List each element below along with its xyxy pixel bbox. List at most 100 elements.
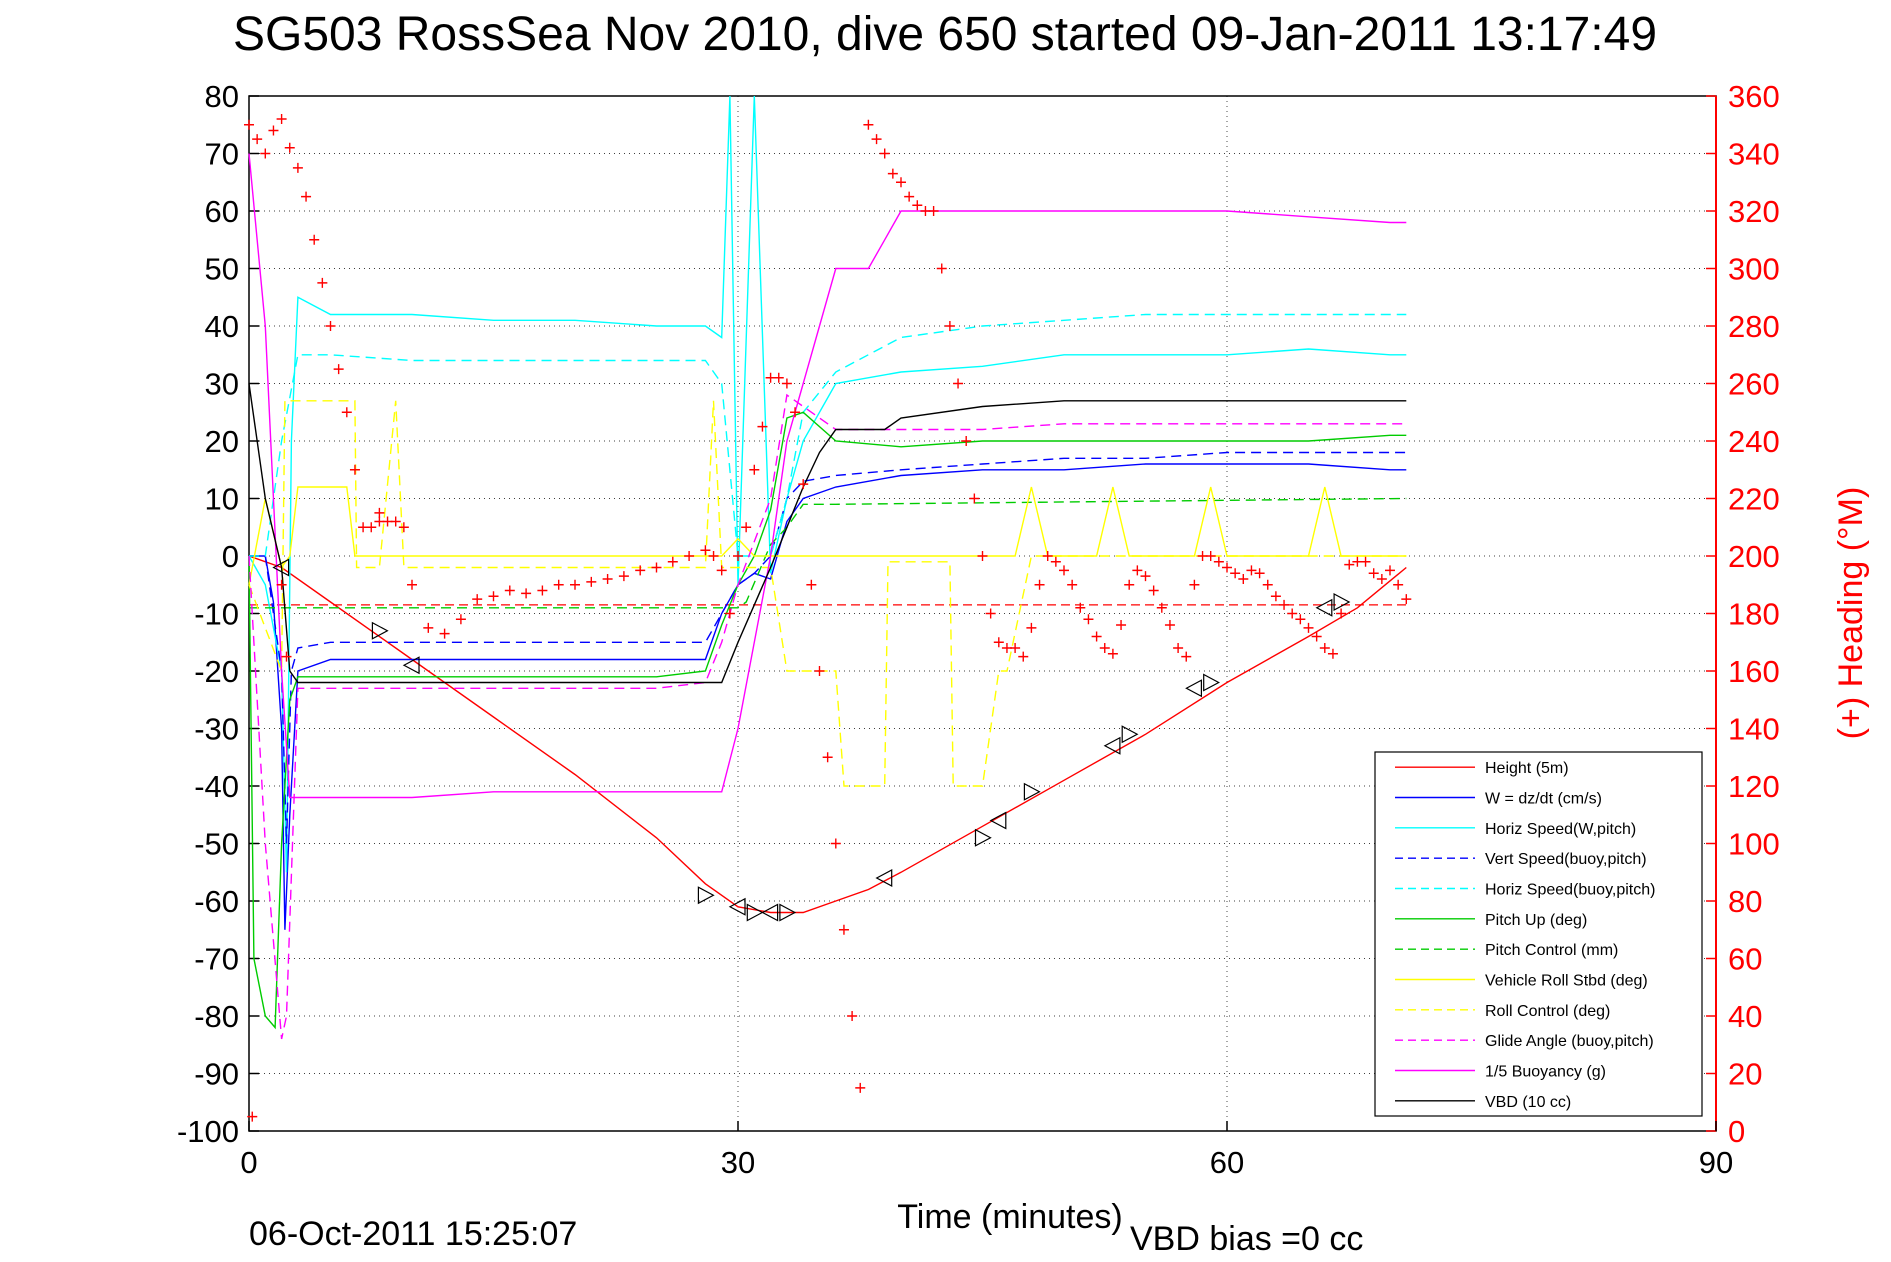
- series-line-1: [249, 463, 1407, 930]
- heading-point: [504, 585, 515, 596]
- heading-point: [268, 125, 279, 136]
- heading-point: [1344, 559, 1355, 570]
- series-line-4: [249, 313, 1407, 557]
- heading-point: [1083, 614, 1094, 625]
- heading-point: [1124, 579, 1135, 590]
- heading-point: [276, 579, 287, 590]
- heading-point: [301, 191, 312, 202]
- heading-point: [814, 666, 825, 676]
- legend-label: Horiz Speed(W,pitch): [1485, 821, 1636, 838]
- heading-point: [1042, 551, 1053, 561]
- y-tick-label: -10: [194, 597, 239, 632]
- heading-point: [1376, 574, 1387, 584]
- heading-point: [798, 479, 809, 490]
- heading-point: [341, 407, 352, 418]
- heading-point: [651, 562, 662, 573]
- y-tick-label: 40: [205, 309, 239, 344]
- series-line-7: [248, 486, 1407, 585]
- y-tick-label: 0: [222, 539, 239, 574]
- heading-point: [1222, 562, 1232, 573]
- series-layer: [248, 95, 1407, 1040]
- heading-point: [349, 464, 360, 475]
- heading-series: [244, 114, 1412, 1122]
- heading-point: [944, 321, 955, 331]
- height-marker: [1185, 679, 1203, 698]
- height-marker: [746, 903, 764, 922]
- height-markers: [272, 558, 1351, 922]
- heading-point: [570, 579, 580, 590]
- heading-point: [281, 651, 292, 662]
- x-tick-label: 0: [240, 1145, 257, 1180]
- series-line-11: [248, 383, 1407, 684]
- heading-point: [708, 551, 719, 561]
- heading-point: [260, 148, 271, 159]
- y2-tick-label: 300: [1728, 252, 1780, 287]
- y-axis-left: 80 70 60 50 40 30 20 10 0 -10 -20 -30 -40 -50 -60 -70 -8…: [177, 79, 259, 1149]
- heading-point: [1295, 614, 1306, 625]
- heading-point: [292, 162, 303, 173]
- heading-point: [1116, 620, 1127, 630]
- heading-point: [977, 551, 988, 561]
- heading-point: [1336, 608, 1347, 619]
- heading-point: [1132, 565, 1143, 576]
- y-tick-label: -70: [194, 942, 239, 977]
- heading-point: [1262, 579, 1273, 590]
- heading-point: [1026, 622, 1037, 633]
- y2-tick-label: 200: [1728, 539, 1780, 574]
- heading-point: [1010, 643, 1021, 653]
- legend-label: Horiz Speed(buoy,pitch): [1485, 882, 1655, 899]
- y-tick-label: 30: [205, 367, 239, 402]
- x-axis-label: Time (minutes): [897, 1198, 1122, 1236]
- legend-label: Height (5m): [1485, 760, 1569, 777]
- heading-point: [1246, 565, 1257, 576]
- heading-point: [1385, 565, 1395, 576]
- x-tick-label: 30: [721, 1145, 755, 1180]
- heading-point: [1287, 608, 1298, 619]
- heading-point: [993, 637, 1004, 648]
- heading-point: [407, 579, 417, 590]
- height-marker: [728, 897, 746, 916]
- heading-point: [602, 574, 613, 584]
- legend-label: Glide Angle (buoy,pitch): [1485, 1033, 1654, 1050]
- heading-point: [537, 585, 548, 596]
- y2-tick-label: 180: [1728, 597, 1780, 632]
- heading-point: [455, 614, 466, 625]
- heading-point: [871, 134, 882, 145]
- y2-tick-label: 60: [1728, 942, 1762, 977]
- heading-point: [284, 142, 295, 153]
- height-marker: [371, 621, 389, 640]
- heading-point: [863, 119, 874, 130]
- height-marker: [1315, 598, 1333, 617]
- vbd-bias-label: VBD bias =0 cc: [1130, 1220, 1363, 1258]
- y-tick-label: 20: [205, 424, 239, 459]
- heading-point: [847, 1011, 858, 1021]
- y-tick-label: -60: [194, 884, 239, 919]
- heading-point: [1254, 568, 1265, 579]
- heading-point: [936, 263, 947, 274]
- heading-point: [333, 364, 344, 375]
- series-line-6: [249, 497, 1407, 609]
- y-tick-label: 10: [205, 482, 239, 517]
- heading-point: [1034, 579, 1045, 590]
- heading-point: [1360, 556, 1371, 567]
- heading-point: [244, 119, 254, 130]
- series-line-3: [249, 451, 1407, 844]
- y-tick-label: -40: [194, 769, 239, 804]
- heading-point: [1140, 571, 1151, 582]
- heading-point: [1148, 585, 1159, 596]
- x-axis: 0 30 60 90: [240, 1121, 1733, 1180]
- x-tick-label: 90: [1699, 1145, 1733, 1180]
- heading-point: [887, 168, 898, 179]
- heading-point: [1181, 651, 1192, 662]
- y2-tick-label: 240: [1728, 424, 1780, 459]
- heading-point: [398, 522, 409, 533]
- heading-point: [1018, 651, 1029, 662]
- heading-point: [1091, 631, 1102, 642]
- y-tick-label: 60: [205, 194, 239, 229]
- heading-point: [1189, 579, 1200, 590]
- legend-label: Roll Control (deg): [1485, 1003, 1610, 1020]
- heading-point: [1205, 551, 1216, 561]
- heading-point: [830, 838, 841, 849]
- heading-point: [1164, 620, 1175, 630]
